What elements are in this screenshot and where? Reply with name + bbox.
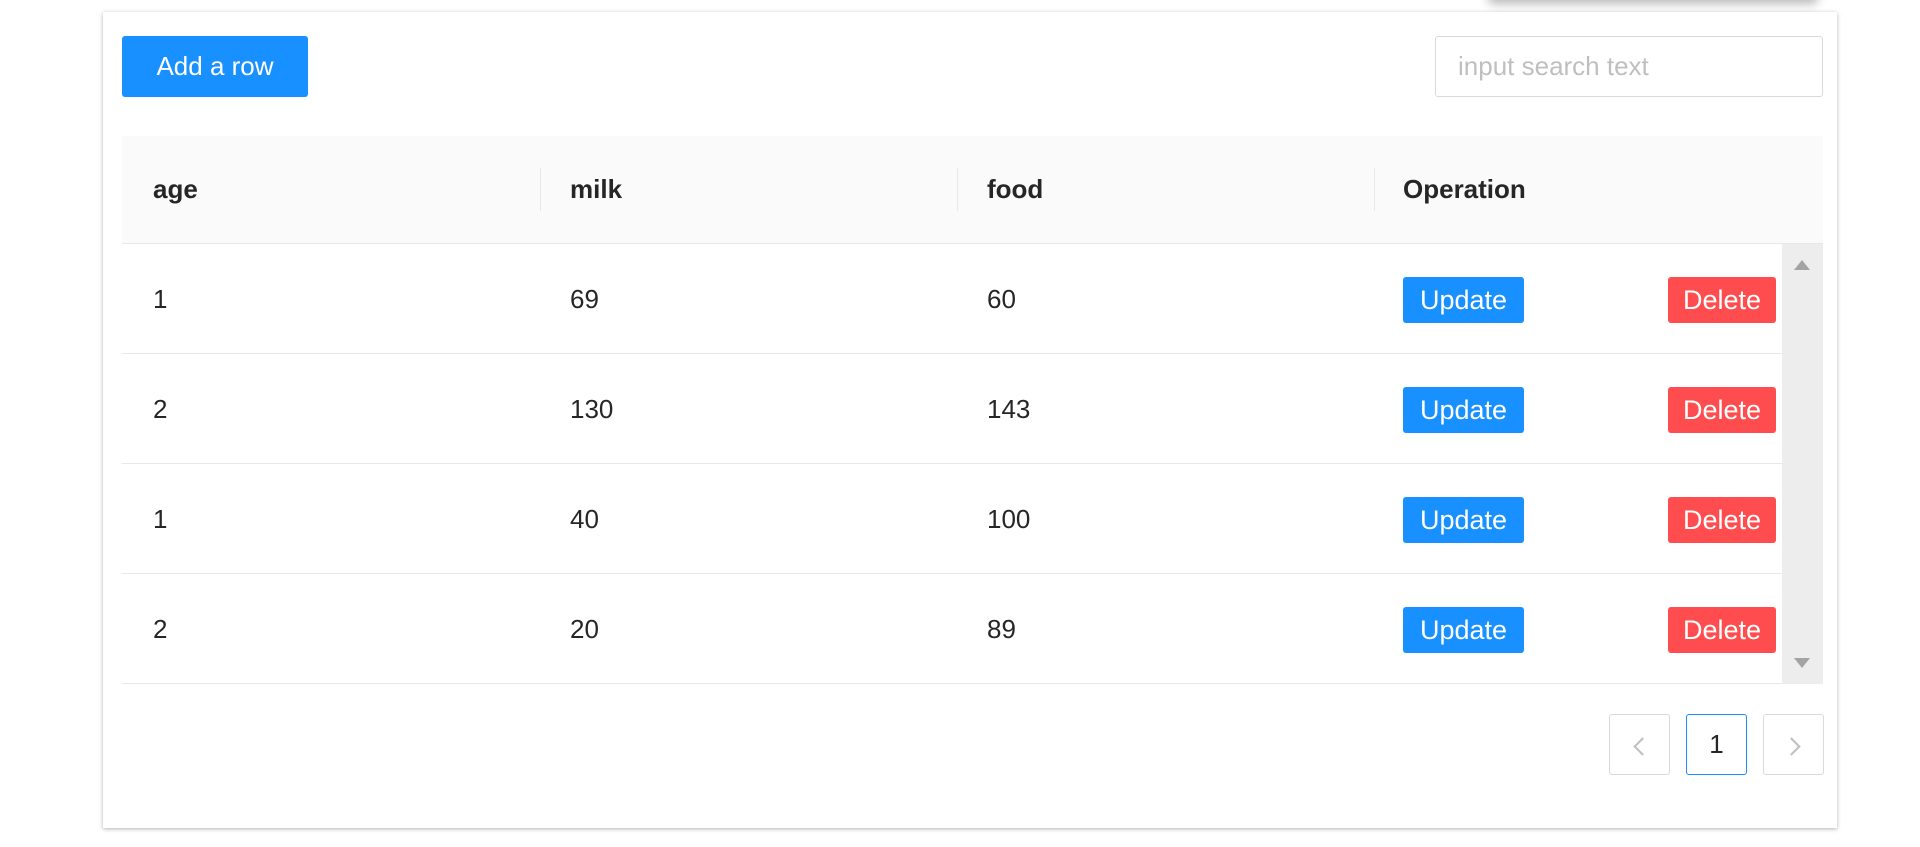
pagination-page-1[interactable]: 1 [1686,714,1747,775]
chevron-right-icon [1781,737,1801,756]
delete-button[interactable]: Delete [1668,277,1776,323]
add-row-button[interactable]: Add a row [122,36,308,97]
cell-milk: 130 [570,394,614,424]
caret-up-icon[interactable] [1794,260,1810,270]
search-input[interactable] [1435,36,1823,97]
pagination-next-button[interactable] [1763,714,1824,775]
column-divider [1374,168,1375,211]
column-header-operation: Operation [1403,174,1526,204]
chevron-left-icon [1632,737,1652,756]
cell-age: 2 [153,394,168,424]
column-divider [540,168,541,211]
caret-down-icon[interactable] [1794,658,1810,668]
update-button[interactable]: Update [1403,497,1524,543]
table-header: age milk food Operation [122,136,1823,244]
cell-age: 1 [153,284,168,314]
vertical-scrollbar[interactable] [1782,244,1823,684]
cell-age: 1 [153,504,168,534]
table-card: Add a row age milk food Operation 1 69 6… [103,12,1837,828]
cell-food: 89 [987,614,1016,644]
column-header-food[interactable]: food [987,174,1044,204]
table-body: 1 69 60 Update Delete 2 130 143 Update D… [122,244,1823,684]
update-button[interactable]: Update [1403,277,1524,323]
update-button[interactable]: Update [1403,607,1524,653]
table-row: 2 130 143 Update Delete [122,354,1782,464]
column-header-age[interactable]: age [153,174,198,204]
cell-food: 60 [987,284,1016,314]
table-row: 1 69 60 Update Delete [122,244,1782,354]
data-table: age milk food Operation 1 69 60 Update D… [122,136,1823,684]
cell-milk: 20 [570,614,599,644]
delete-button[interactable]: Delete [1668,387,1776,433]
delete-button[interactable]: Delete [1668,607,1776,653]
table-row: 2 20 89 Update Delete [122,574,1782,684]
cell-milk: 69 [570,284,599,314]
cell-age: 2 [153,614,168,644]
table-row: 1 40 100 Update Delete [122,464,1782,574]
update-button[interactable]: Update [1403,387,1524,433]
cell-food: 143 [987,394,1031,424]
pagination-prev-button[interactable] [1609,714,1670,775]
column-divider [957,168,958,211]
delete-button[interactable]: Delete [1668,497,1776,543]
cell-food: 100 [987,504,1031,534]
cell-milk: 40 [570,504,599,534]
column-header-milk[interactable]: milk [570,174,623,204]
